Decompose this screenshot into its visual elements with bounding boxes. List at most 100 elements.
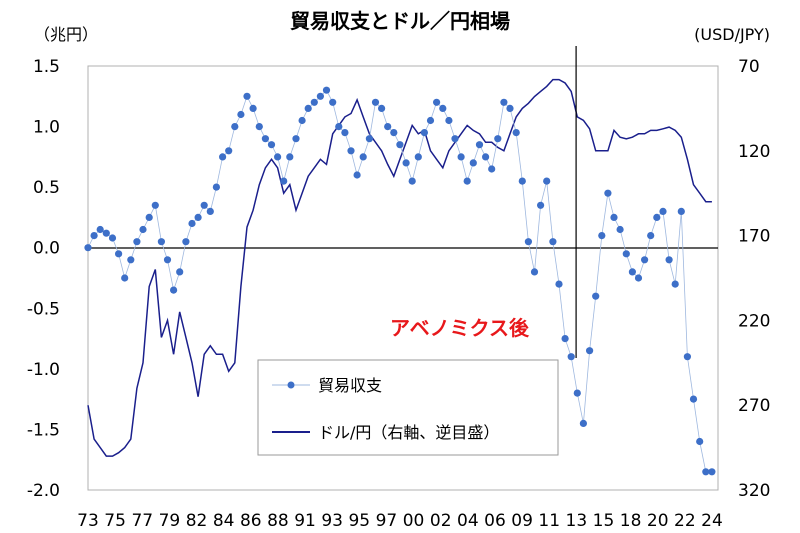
trade-balance-point <box>298 116 306 125</box>
trade-balance-point <box>151 201 159 209</box>
left-axis-ticks: 1.5 1.0 0.5 0.0 -0.5 -1.0 -1.5 -2.0 <box>27 57 60 501</box>
trade-balance-point <box>261 135 269 143</box>
trade-balance-point <box>518 177 526 185</box>
trade-balance-point <box>579 419 588 427</box>
trade-balance-point <box>267 141 276 149</box>
trade-balance-point <box>451 135 459 143</box>
left-tick-label: 1.0 <box>33 118 60 138</box>
trade-balance-point <box>439 104 447 112</box>
trade-balance-point <box>420 129 428 137</box>
trade-balance-point <box>176 268 184 276</box>
x-tick-label: 93 <box>321 511 343 531</box>
trade-balance-point <box>194 213 202 221</box>
left-tick-label: 0.0 <box>33 239 60 259</box>
trade-balance-point <box>537 201 545 209</box>
trade-balance-point <box>200 201 208 209</box>
trade-balance-point <box>292 135 300 143</box>
x-tick-label: 75 <box>104 511 126 531</box>
trade-balance-point <box>592 292 600 300</box>
trade-balance-point <box>573 389 581 397</box>
abenomics-annotation: アベノミクス後 <box>390 316 530 340</box>
legend: 貿易収支 ドル/円（右軸、逆目盛） <box>257 359 559 456</box>
trade-balance-point <box>586 347 594 355</box>
trade-balance-point <box>506 104 514 112</box>
trade-balance-point <box>280 177 288 185</box>
right-tick-label: 120 <box>738 142 770 162</box>
trade-balance-point <box>84 244 92 252</box>
x-tick-label: 00 <box>403 511 425 531</box>
trade-balance-point <box>384 123 392 131</box>
legend-trade-marker <box>287 381 295 389</box>
trade-balance-point <box>524 238 533 246</box>
trade-balance-point <box>671 280 679 288</box>
x-tick-label: 82 <box>186 511 208 531</box>
trade-balance-point <box>622 250 630 258</box>
trade-balance-point <box>390 129 398 137</box>
trade-balance-point <box>457 153 465 161</box>
trade-balance-point <box>310 98 318 106</box>
trade-balance-point <box>237 110 245 119</box>
trade-balance-point <box>157 238 165 246</box>
trade-balance-point <box>231 123 239 131</box>
trade-balance-point <box>335 123 343 131</box>
x-tick-label: 77 <box>131 511 153 531</box>
trade-balance-points <box>84 86 716 476</box>
x-tick-label: 73 <box>77 511 99 531</box>
trade-balance-point <box>475 141 484 149</box>
trade-balance-point <box>702 468 710 476</box>
trade-balance-point <box>708 468 716 476</box>
trade-balance-point <box>255 123 263 131</box>
trade-balance-point <box>145 213 153 221</box>
trade-balance-point <box>408 177 416 185</box>
legend-trade-label: 貿易収支 <box>318 376 382 395</box>
trade-balance-point <box>402 159 410 167</box>
trade-balance-point <box>353 171 361 179</box>
trade-balance-point <box>604 189 612 197</box>
trade-balance-point <box>677 207 685 215</box>
trade-balance-point <box>243 92 251 100</box>
trade-balance-point <box>304 104 312 112</box>
chart-title: 貿易収支とドル／円相場 <box>290 9 510 33</box>
plot-area <box>87 65 719 491</box>
trade-balance-point <box>616 225 624 234</box>
trade-balance-point <box>683 353 692 361</box>
trade-balance-point <box>371 98 380 106</box>
x-axis-ticks: 73 75 77 79 82 84 86 88 91 93 95 97 00 02 04 06 09 11 13 15… <box>77 511 723 531</box>
trade-balance-point <box>108 234 117 242</box>
trade-balance-point <box>121 274 129 282</box>
trade-balance-point <box>500 98 508 106</box>
trade-balance-point <box>628 268 637 276</box>
legend-box <box>257 359 559 456</box>
trade-balance-point <box>445 116 453 125</box>
trade-balance-point <box>414 153 422 161</box>
x-tick-label: 04 <box>457 511 479 531</box>
trade-balance-point <box>482 153 490 161</box>
trade-balance-point <box>634 274 643 282</box>
trade-balance-point <box>182 238 190 246</box>
right-tick-label: 270 <box>738 396 770 416</box>
right-axis-unit: (USD/JPY) <box>694 25 770 44</box>
x-tick-label: 79 <box>159 511 181 531</box>
trade-balance-point <box>163 256 172 264</box>
trade-balance-point <box>469 159 477 167</box>
trade-balance-point <box>555 280 563 288</box>
trade-balance-point <box>396 141 404 149</box>
trade-balance-point <box>365 135 373 143</box>
x-tick-label: 91 <box>294 511 316 531</box>
x-tick-label: 18 <box>620 511 642 531</box>
x-tick-label: 09 <box>511 511 533 531</box>
trade-balance-point <box>567 353 575 361</box>
right-tick-label: 70 <box>738 57 760 77</box>
left-tick-label: 1.5 <box>33 57 60 77</box>
left-axis-unit: （兆円） <box>34 25 98 44</box>
trade-balance-point <box>488 165 496 173</box>
trade-balance-point <box>494 135 502 143</box>
x-tick-label: 86 <box>240 511 262 531</box>
left-tick-label: -0.5 <box>27 299 60 319</box>
x-tick-label: 11 <box>538 511 560 531</box>
x-tick-label: 06 <box>484 511 506 531</box>
x-tick-label: 88 <box>267 511 289 531</box>
trade-balance-point <box>689 395 698 403</box>
x-tick-label: 20 <box>647 511 669 531</box>
